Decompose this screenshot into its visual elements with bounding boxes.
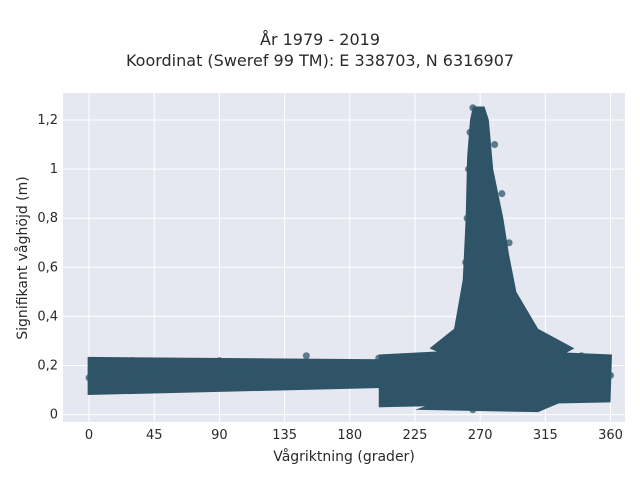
x-tick-label: 225	[403, 428, 428, 443]
x-tick-label: 135	[272, 428, 297, 443]
data-point	[136, 376, 144, 384]
data-point	[491, 141, 499, 149]
data-point	[466, 128, 474, 136]
data-point	[498, 190, 506, 198]
x-tick-label: 45	[146, 428, 163, 443]
data-point	[476, 121, 484, 129]
data-point	[469, 406, 477, 414]
chart-title: År 1979 - 2019	[260, 30, 380, 49]
data-point	[407, 364, 415, 372]
data-point	[469, 104, 477, 112]
bottom-cloud	[414, 397, 568, 413]
chart-subtitle: Koordinat (Sweref 99 TM): E 338703, N 63…	[125, 51, 515, 70]
data-point	[317, 362, 325, 370]
data-point	[505, 239, 513, 247]
data-point	[129, 357, 137, 365]
data-point	[549, 342, 557, 350]
data-point	[556, 366, 564, 374]
data-point	[541, 362, 549, 370]
data-point	[85, 374, 93, 382]
x-tick-label: 180	[337, 428, 362, 443]
data-point	[494, 293, 502, 301]
data-point	[375, 354, 383, 362]
data-point	[204, 366, 212, 374]
data-point	[169, 371, 177, 379]
data-point	[454, 337, 462, 345]
data-point	[421, 366, 429, 374]
data-point	[563, 386, 571, 394]
data-point	[150, 369, 158, 377]
data-point	[302, 352, 310, 360]
y-tick-label: 0,8	[37, 211, 58, 226]
data-point	[242, 366, 250, 374]
data-point	[444, 349, 452, 357]
data-point	[389, 362, 397, 370]
x-tick-label: 0	[85, 428, 93, 443]
data-point	[502, 312, 510, 320]
y-tick-label: 1,2	[37, 113, 58, 128]
x-tick-label: 270	[468, 428, 493, 443]
data-point	[463, 214, 471, 222]
data-point	[462, 258, 470, 266]
data-point	[498, 403, 506, 411]
data-point	[334, 362, 342, 370]
data-point	[100, 369, 108, 377]
y-tick-label: 0	[50, 408, 58, 423]
y-tick-label: 0,6	[37, 260, 58, 275]
data-point	[483, 226, 491, 234]
data-point	[89, 357, 97, 365]
y-tick-label: 0,4	[37, 309, 58, 324]
y-axis-label: Signifikant våghöjd (m)	[14, 176, 31, 339]
data-point	[488, 263, 496, 271]
data-point	[592, 381, 600, 389]
peak-cloud	[429, 106, 575, 361]
data-point	[479, 177, 487, 185]
data-point	[117, 371, 125, 379]
y-tick-label: 0,2	[37, 359, 58, 374]
data-point	[520, 396, 528, 404]
x-axis-ticks: 0 45 90 135 180 225 270 315 360	[85, 428, 623, 443]
data-point	[578, 352, 586, 360]
data-point	[186, 374, 194, 382]
data-point	[599, 374, 607, 382]
data-point	[570, 371, 578, 379]
y-axis-ticks: 0 0,2 0,4 0,6 0,8 1 1,2	[37, 113, 58, 423]
data-point	[433, 362, 441, 370]
data-point	[411, 391, 419, 399]
data-point	[299, 364, 307, 372]
data-point	[259, 364, 267, 372]
x-axis-label: Vågriktning (grader)	[273, 448, 415, 465]
data-point	[353, 362, 361, 370]
data-point	[281, 362, 289, 370]
data-point	[527, 349, 535, 357]
data-point	[223, 369, 231, 377]
data-point	[215, 357, 223, 365]
data-point	[459, 300, 467, 308]
data-point	[433, 398, 441, 406]
x-tick-label: 90	[211, 428, 228, 443]
data-point	[585, 374, 593, 382]
data-point	[512, 332, 520, 340]
x-tick-label: 315	[533, 428, 558, 443]
y-tick-label: 1	[50, 162, 58, 177]
x-tick-label: 360	[598, 428, 623, 443]
data-points	[85, 104, 615, 414]
data-point	[607, 371, 615, 379]
data-point	[465, 165, 473, 173]
